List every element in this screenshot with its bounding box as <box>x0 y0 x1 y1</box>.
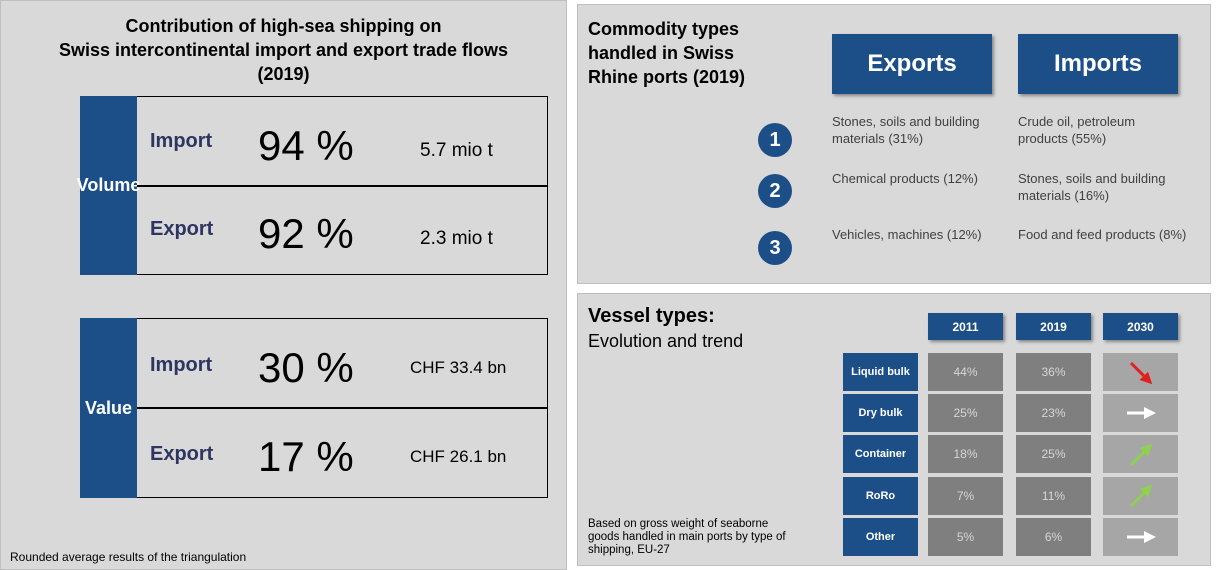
share: 92 % <box>258 210 354 257</box>
amount: CHF 33.4 bn <box>410 358 507 377</box>
trend-cell <box>1103 353 1178 391</box>
trend-cell <box>1103 394 1178 433</box>
year-header: 2011 <box>928 313 1003 340</box>
vessel-title: Vessel types: <box>588 305 715 327</box>
row-label: Export <box>150 443 214 465</box>
share: 94 % <box>258 122 354 169</box>
title-line: (2019) <box>257 64 310 84</box>
share-cell: 44% <box>928 353 1003 391</box>
trend-cell <box>1103 476 1178 515</box>
amount: 2.3 mio t <box>420 228 493 249</box>
export-item: Vehicles, machines (12%) <box>832 227 982 242</box>
share-cell: 18% <box>928 435 1003 474</box>
import-item: Food and feed products (8%) <box>1018 227 1187 242</box>
import-item: Crude oil, petroleum products (55%) <box>1018 114 1136 146</box>
row-label: Other <box>843 517 918 556</box>
divider <box>137 185 548 187</box>
trend-cell <box>1103 435 1178 474</box>
year-header: 2030 <box>1103 313 1178 340</box>
export-item: Chemical products (12%) <box>832 171 978 186</box>
row-label: RoRo <box>843 476 918 515</box>
divider <box>137 407 548 409</box>
title-line: Commodity types <box>588 19 740 39</box>
block-label: Value <box>80 318 137 498</box>
block-label: Volume <box>77 96 140 275</box>
share-cell: 6% <box>1016 517 1091 556</box>
export-item: Stones, soils and building materials (31… <box>832 114 980 146</box>
row-label: Dry bulk <box>843 394 918 433</box>
rank: 1 <box>758 123 792 157</box>
amount: CHF 26.1 bn <box>410 447 507 466</box>
rank: 3 <box>758 231 792 265</box>
title-line: Contribution of high-sea shipping on <box>125 16 442 36</box>
row-label: Export <box>150 218 214 240</box>
share-cell: 23% <box>1016 394 1091 433</box>
footnote: Rounded average results of the triangula… <box>10 550 247 564</box>
share: 30 % <box>258 344 354 391</box>
note: Based on gross weight of seaborne goods … <box>588 518 786 556</box>
share: 17 % <box>258 433 354 480</box>
column-header: Imports <box>1018 34 1178 94</box>
row-label: Import <box>150 130 213 152</box>
amount: 5.7 mio t <box>420 140 493 161</box>
title-line: Rhine ports (2019) <box>588 67 746 87</box>
row-label: Liquid bulk <box>843 353 918 391</box>
share-cell: 36% <box>1016 353 1091 391</box>
rank: 2 <box>758 174 792 208</box>
row-label: Container <box>843 435 918 474</box>
share-cell: 25% <box>1016 435 1091 474</box>
year-header: 2019 <box>1016 313 1091 340</box>
column-header: Exports <box>832 34 992 94</box>
trend-cell <box>1103 517 1178 556</box>
title-line: Swiss intercontinental import and export… <box>58 40 509 60</box>
share-cell: 7% <box>928 476 1003 515</box>
title-line: handled in Swiss <box>588 43 735 63</box>
import-item: Stones, soils and building materials (16… <box>1018 171 1166 203</box>
share-cell: 5% <box>928 517 1003 556</box>
row-label: Import <box>150 354 213 376</box>
share-cell: 11% <box>1016 476 1091 515</box>
vessel-subtitle: Evolution and trend <box>588 331 744 351</box>
share-cell: 25% <box>928 394 1003 433</box>
